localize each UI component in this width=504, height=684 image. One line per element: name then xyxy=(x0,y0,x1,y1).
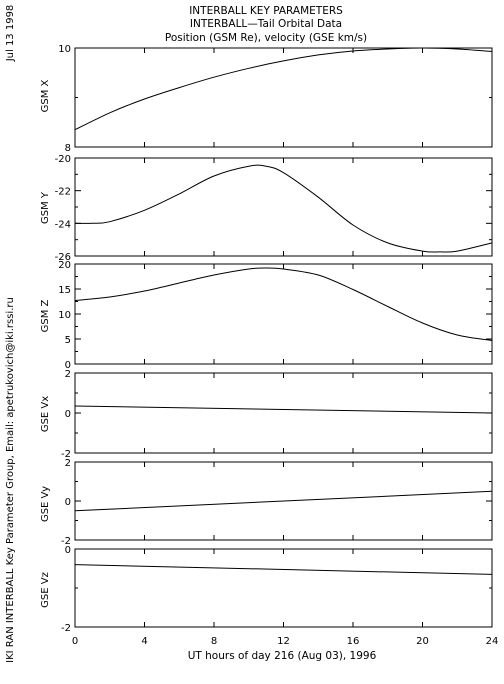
y-axis-label: GSM Y xyxy=(40,191,51,224)
side-date: Jul 13 1998 xyxy=(5,5,16,63)
y-axis-label: GSE Vy xyxy=(40,486,51,522)
series-line xyxy=(74,164,493,253)
x-tick-label: 4 xyxy=(141,636,147,647)
y-tick-label: 20 xyxy=(58,260,71,271)
x-tick-label: 8 xyxy=(211,636,217,647)
series-line xyxy=(74,490,493,512)
y-tick-label: 0 xyxy=(65,409,71,420)
header-line-3: Position (GSM Re), velocity (GSE km/s) xyxy=(165,32,367,44)
panel-frame xyxy=(74,548,493,628)
y-tick-label: 2 xyxy=(65,458,71,469)
y-axis-label: GSE Vz xyxy=(40,572,51,608)
y-axis-label: GSM Z xyxy=(40,299,51,332)
y-tick-label: 15 xyxy=(58,285,71,296)
panel-frame xyxy=(74,372,493,454)
y-axis-label: GSM X xyxy=(40,79,51,112)
x-tick-label: 24 xyxy=(486,636,499,647)
x-tick-label: 12 xyxy=(277,636,290,647)
y-tick-label: 8 xyxy=(65,143,71,154)
y-tick-label: -2 xyxy=(61,623,71,634)
y-tick-label: -2 xyxy=(61,536,71,547)
y-tick-label: 5 xyxy=(65,335,71,346)
panel-frame xyxy=(74,47,493,148)
y-tick-label: -20 xyxy=(55,154,71,165)
y-tick-label: 0 xyxy=(65,545,71,556)
y-tick-label: -2 xyxy=(61,449,71,460)
y-tick-label: -26 xyxy=(55,252,71,263)
y-axis-label: GSE Vx xyxy=(40,396,51,432)
x-axis-label: UT hours of day 216 (Aug 03), 1996 xyxy=(188,650,377,662)
panel-frame xyxy=(74,263,493,365)
header-line-1: INTERBALL KEY PARAMETERS xyxy=(189,5,343,17)
x-tick-label: 16 xyxy=(347,636,360,647)
header-line-2: INTERBALL—Tail Orbital Data xyxy=(190,18,342,30)
x-tick-label: 20 xyxy=(416,636,429,647)
series-line xyxy=(74,405,493,414)
series-line xyxy=(74,564,493,575)
x-tick-label: 0 xyxy=(72,636,78,647)
y-tick-label: 0 xyxy=(65,497,71,508)
series-line xyxy=(74,47,493,131)
y-tick-label: 2 xyxy=(65,369,71,380)
side-credit: IKI RAN INTERBALL Key Parameter Group, E… xyxy=(5,297,16,663)
y-tick-label: 10 xyxy=(58,310,71,321)
y-tick-label: -24 xyxy=(55,219,71,230)
y-tick-label: 10 xyxy=(58,44,71,55)
y-tick-label: -22 xyxy=(55,187,71,198)
series-line xyxy=(74,267,493,341)
y-tick-label: 0 xyxy=(65,360,71,371)
